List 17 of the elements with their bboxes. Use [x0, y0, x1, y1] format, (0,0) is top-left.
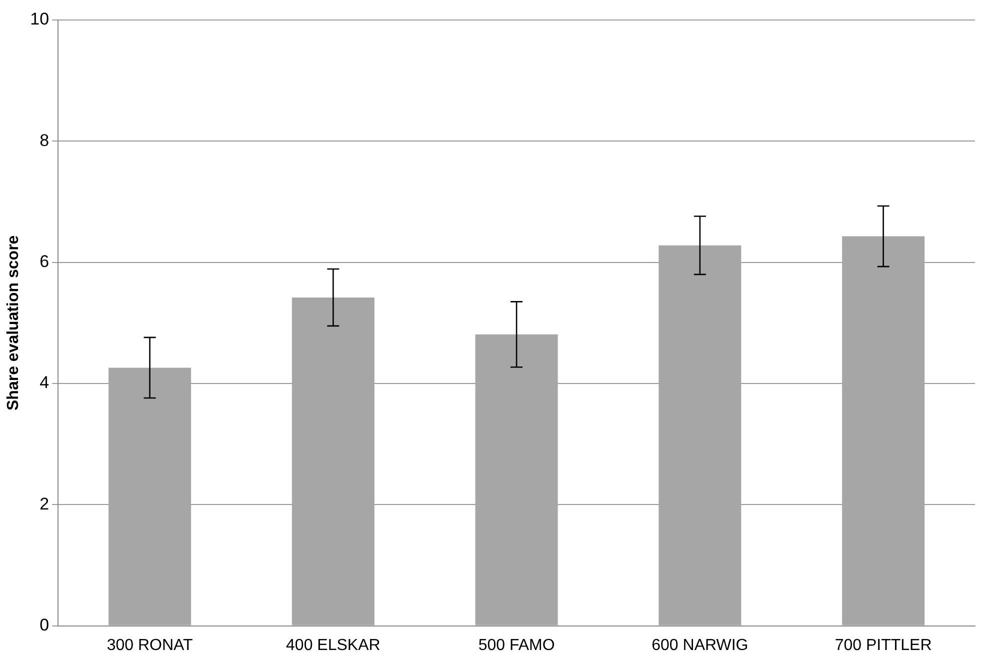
- x-tick-label: 700 PITTLER: [834, 636, 932, 654]
- x-tick-label: 600 NARWIG: [652, 636, 748, 654]
- y-tick-label: 10: [30, 10, 50, 29]
- y-tick-label: 2: [40, 494, 50, 514]
- y-tick-label: 6: [40, 252, 50, 272]
- bar: [475, 334, 558, 626]
- x-tick-label: 300 RONAT: [106, 636, 193, 654]
- bar: [842, 236, 925, 626]
- y-tick-label: 4: [40, 373, 50, 392]
- bar: [108, 368, 192, 626]
- x-tick-label: 500 FAMO: [478, 636, 555, 654]
- y-tick-label: 8: [40, 130, 50, 150]
- bar: [292, 297, 374, 626]
- y-tick-label: 0: [40, 615, 50, 634]
- y-axis-title: Share evaluation score: [5, 235, 22, 410]
- x-tick-label: 400 ELSKAR: [286, 636, 380, 654]
- bar: [658, 245, 742, 626]
